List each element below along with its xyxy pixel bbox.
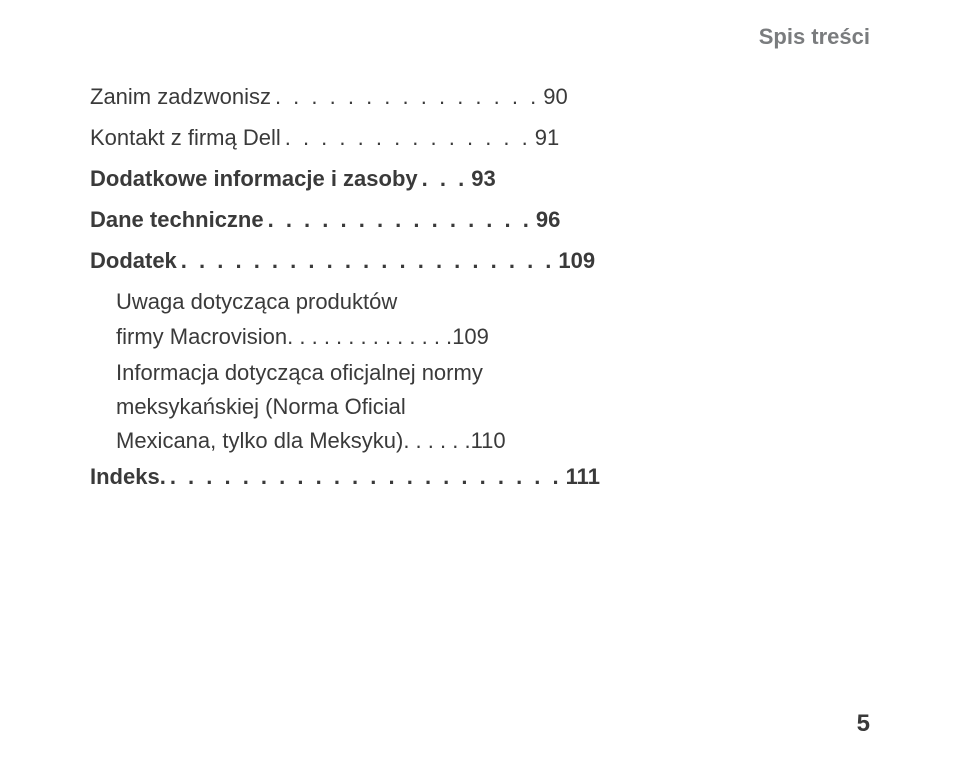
toc-entry-title: Indeks. <box>90 460 166 494</box>
toc-entry-dots: . . . . . . . . . . . . . . . <box>271 80 543 114</box>
toc-entry-title: Kontakt z firmą Dell <box>90 121 281 155</box>
toc-entry: Dane techniczne. . . . . . . . . . . . .… <box>90 203 870 237</box>
toc-entry: Uwaga dotycząca produktówfirmy Macrovisi… <box>90 285 870 353</box>
toc-entry-title-line2: firmy Macrovision <box>116 320 287 354</box>
toc-entry: Dodatkowe informacje i zasoby. . .93 <box>90 162 870 196</box>
toc-entry-page: 110 <box>471 424 506 458</box>
toc-entry-page: 109 <box>558 244 595 278</box>
header-label: Spis treści <box>759 24 870 50</box>
toc-entry-title-line3: Mexicana, tylko dla Meksyku) <box>116 424 403 458</box>
toc-entry-page: 109 <box>452 320 489 354</box>
toc-entry: Kontakt z firmą Dell. . . . . . . . . . … <box>90 121 870 155</box>
toc-entry-page: 91 <box>535 121 559 155</box>
page-number: 5 <box>857 710 870 738</box>
toc-entry: Indeks.. . . . . . . . . . . . . . . . .… <box>90 460 870 494</box>
toc-entry-dots: . . . . . . . . . . . . . . . . . . . . … <box>177 244 559 278</box>
toc-entry-page: 111 <box>566 460 600 494</box>
toc-entry-title: Dane techniczne <box>90 203 264 237</box>
toc-entry-dots: . . . . . . . . . . . . . . . . . . . . … <box>166 460 566 494</box>
toc-entry-dots: . . . . . . <box>403 424 470 458</box>
toc-entry-dots: . . . <box>418 162 472 196</box>
toc-entry: Zanim zadzwonisz. . . . . . . . . . . . … <box>90 80 870 114</box>
toc-entry-dots: . . . . . . . . . . . . . . <box>281 121 535 155</box>
table-of-contents: Zanim zadzwonisz. . . . . . . . . . . . … <box>90 80 870 494</box>
toc-entry-page: 96 <box>536 203 560 237</box>
toc-entry-page: 93 <box>471 162 495 196</box>
toc-entry-dots: . . . . . . . . . . . . . . <box>287 320 452 354</box>
toc-entry-title-line2: meksykańskiej (Norma Oficial <box>116 390 870 424</box>
toc-entry-title: Dodatkowe informacje i zasoby <box>90 162 418 196</box>
toc-entry-page: 90 <box>543 80 567 114</box>
toc-entry-title: Zanim zadzwonisz <box>90 80 271 114</box>
toc-entry-title-line1: Informacja dotycząca oficjalnej normy <box>116 356 870 390</box>
toc-entry: Informacja dotycząca oficjalnej normymek… <box>90 356 870 458</box>
toc-entry-title-line1: Uwaga dotycząca produktów <box>116 285 870 319</box>
toc-entry: Dodatek. . . . . . . . . . . . . . . . .… <box>90 244 870 278</box>
toc-entry-dots: . . . . . . . . . . . . . . . <box>264 203 536 237</box>
toc-entry-title: Dodatek <box>90 244 177 278</box>
